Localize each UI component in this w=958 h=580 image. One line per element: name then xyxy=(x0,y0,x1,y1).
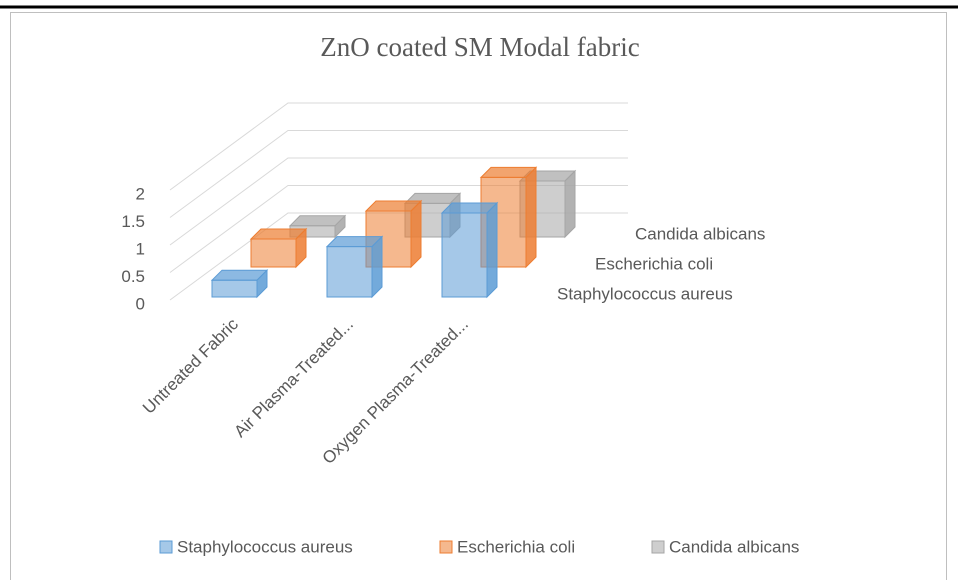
depth-axis-label: Escherichia coli xyxy=(595,254,713,273)
legend-label: Candida albicans xyxy=(669,537,799,556)
legend-label: Escherichia coli xyxy=(457,537,575,556)
legend-swatch xyxy=(651,540,665,554)
chart-border xyxy=(10,12,947,580)
bar-top xyxy=(325,236,384,248)
bar-top xyxy=(440,202,499,214)
depth-axis-label: Staphylococcus aureus xyxy=(557,284,733,303)
bar xyxy=(210,268,269,299)
legend-swatch xyxy=(439,540,453,554)
y-tick-label: 1.5 xyxy=(121,212,145,231)
bar xyxy=(325,235,384,299)
bar-front xyxy=(211,279,258,298)
depth-axis-label: Candida albicans xyxy=(635,224,765,243)
x-tick-label: Untreated Fabric xyxy=(139,314,242,417)
bar-front xyxy=(326,246,373,298)
legend-swatch xyxy=(159,540,173,554)
bar-side xyxy=(410,199,422,269)
bar-front xyxy=(441,212,488,298)
chart-title: ZnO coated SM Modal fabric xyxy=(320,32,639,62)
y-tick-label: 0.5 xyxy=(121,267,145,286)
grid-line xyxy=(169,130,628,218)
bar-top xyxy=(364,200,423,212)
bar-top xyxy=(288,215,347,227)
bar-side xyxy=(525,166,537,269)
bar xyxy=(288,214,347,239)
bar-side xyxy=(486,201,498,299)
bar xyxy=(440,201,499,299)
bar-side xyxy=(564,169,576,239)
bar-top xyxy=(479,166,538,178)
x-tick-label: Air Plasma-Treated... xyxy=(230,315,357,442)
legend-label: Staphylococcus aureus xyxy=(177,537,353,556)
bar-top xyxy=(210,269,269,281)
grid-line xyxy=(169,157,628,246)
bar-top xyxy=(249,228,308,240)
grid-line xyxy=(169,102,628,191)
y-tick-label: 1 xyxy=(136,239,145,258)
bar-front xyxy=(250,238,297,268)
bar xyxy=(249,227,308,269)
y-tick-label: 2 xyxy=(136,184,145,203)
y-tick-label: 0 xyxy=(136,294,145,313)
